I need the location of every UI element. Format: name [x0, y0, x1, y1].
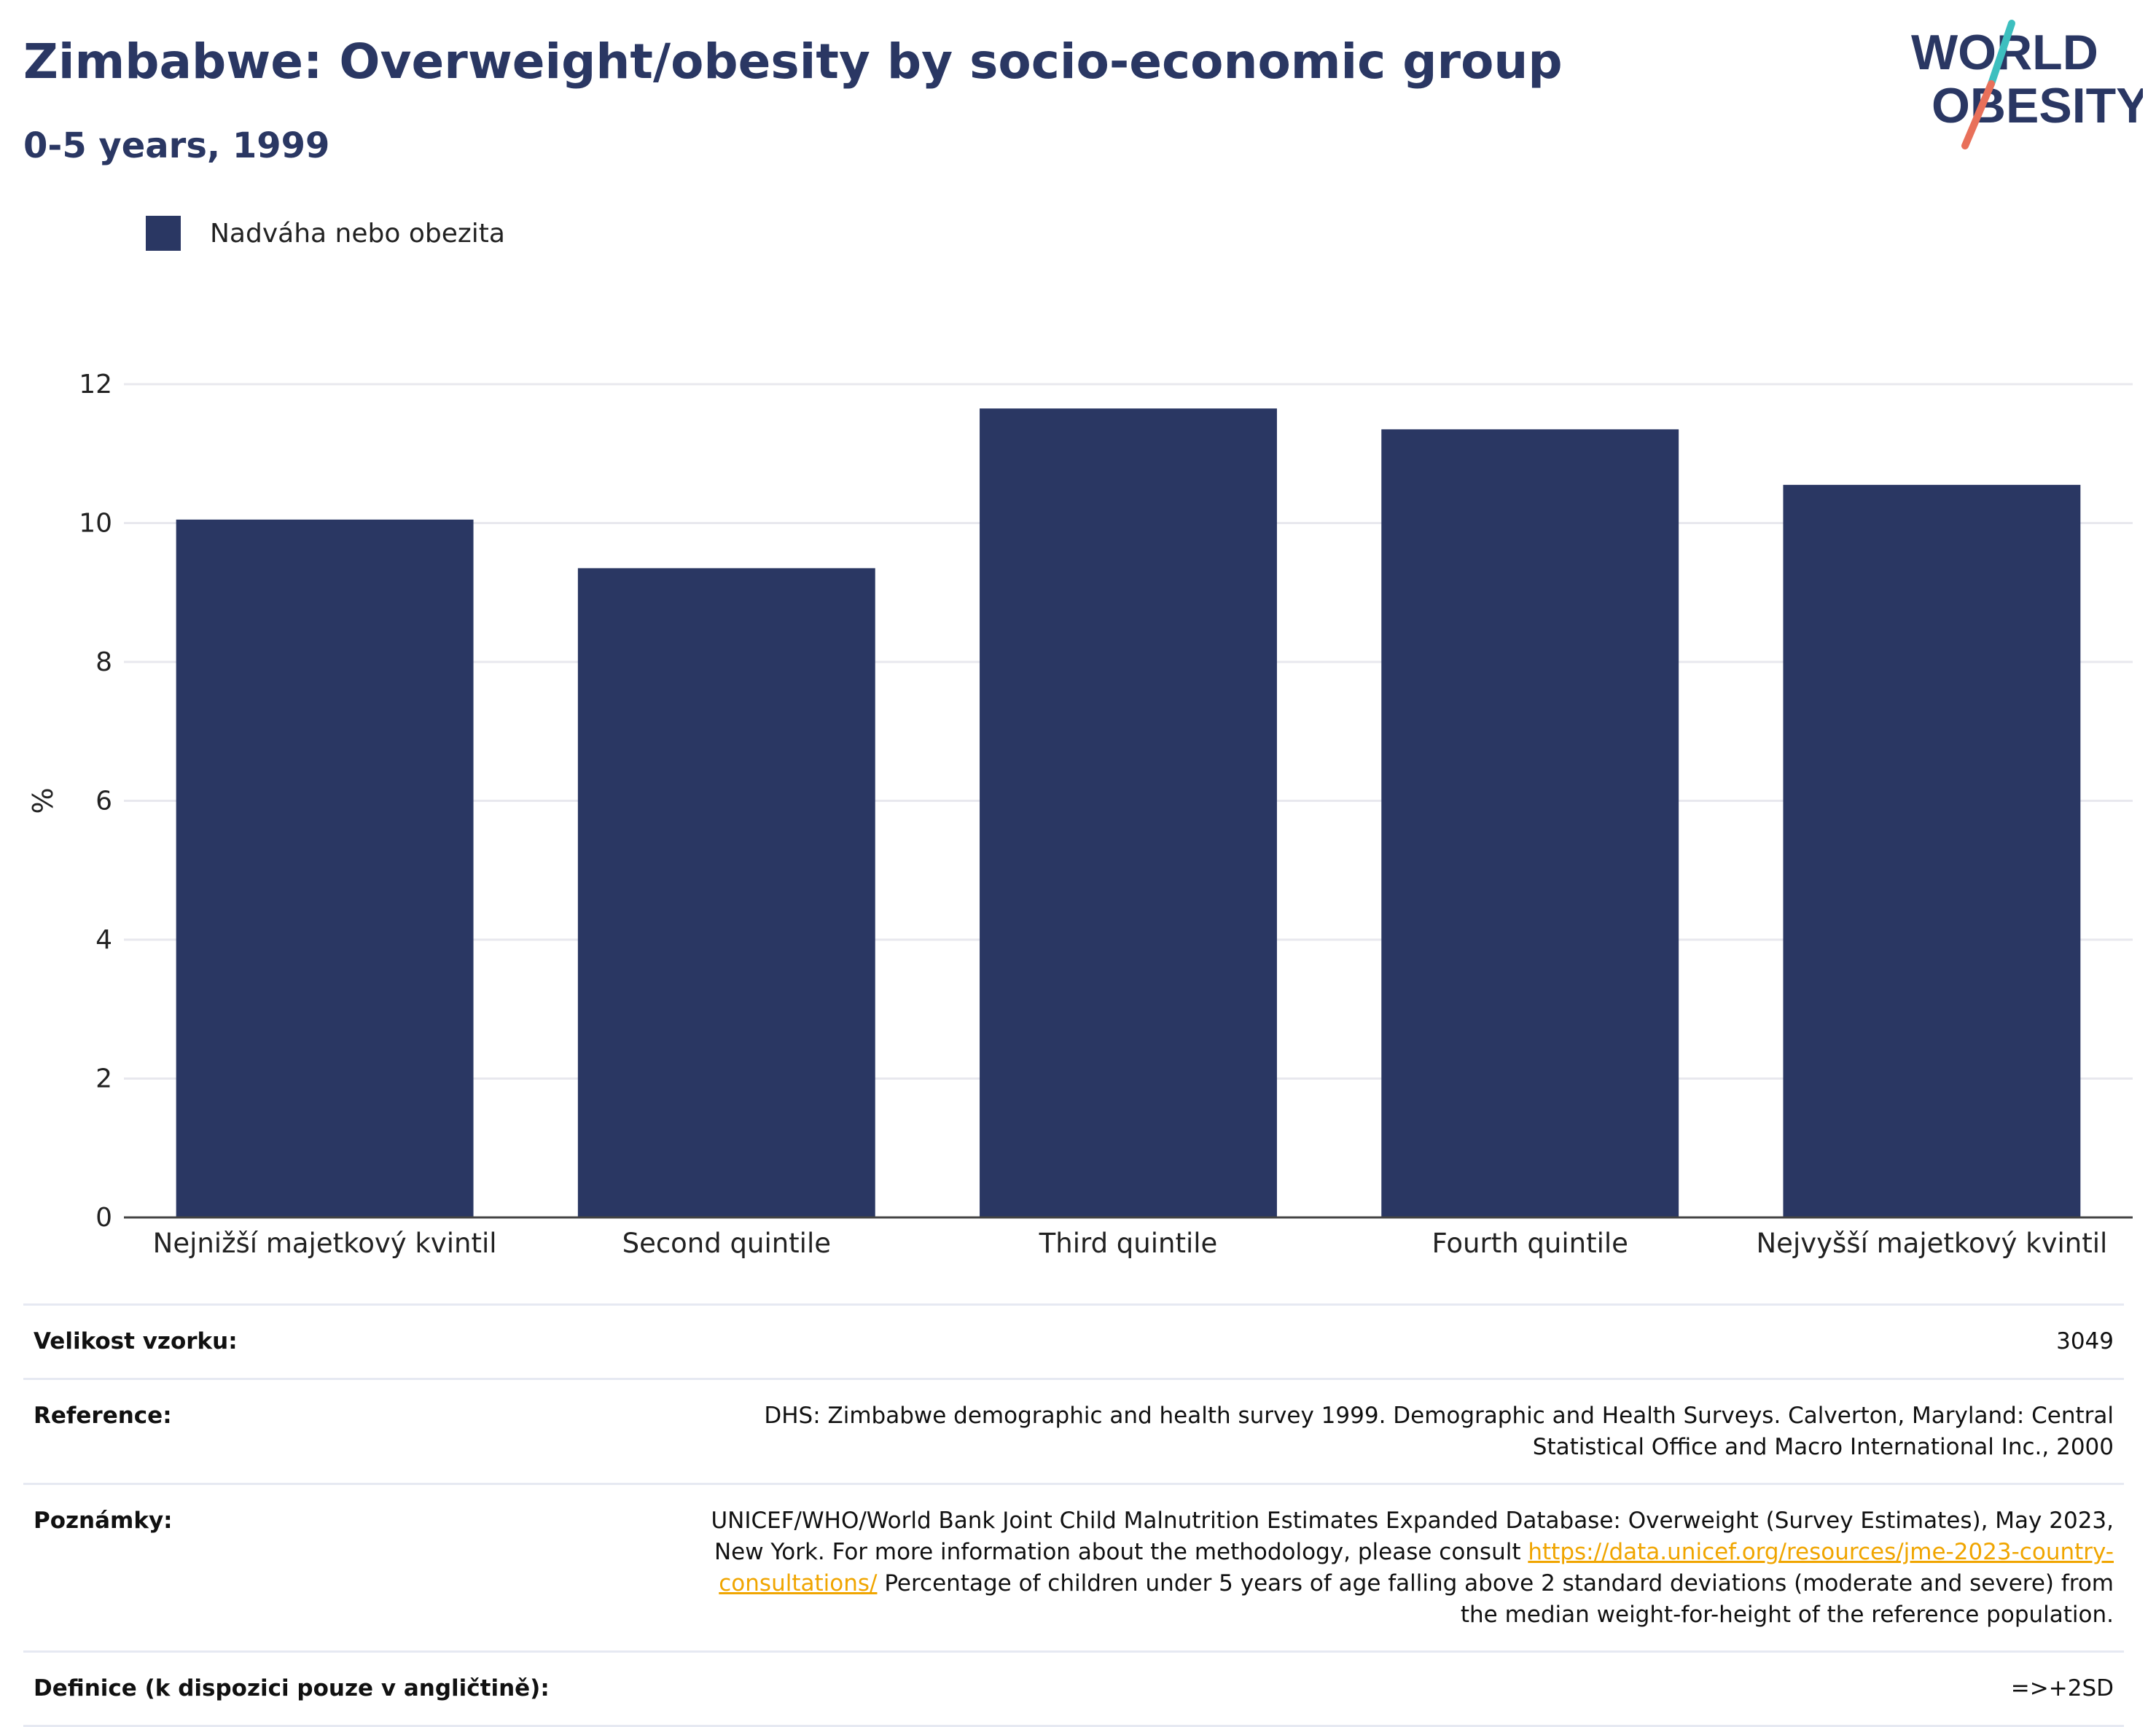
logo-text-obesity: OBESITY — [1932, 78, 2143, 133]
info-row-definition: Definice (k dispozici pouze v angličtině… — [23, 1651, 2124, 1726]
methodology-link[interactable]: https://data.unicef.org/resources/jme-20… — [719, 1539, 2114, 1597]
x-category-label: Nejnižší majetkový kvintil — [153, 1228, 497, 1259]
legend-swatch — [146, 216, 181, 251]
chart-title: Zimbabwe: Overweight/obesity by socio-ec… — [23, 34, 1563, 90]
legend-label: Nadváha nebo obezita — [210, 218, 505, 249]
notes-text: UNICEF/WHO/World Bank Joint Child Malnut… — [711, 1508, 2114, 1566]
legend[interactable]: Nadváha nebo obezita — [146, 216, 505, 251]
notes-label: Poznámky: — [34, 1508, 173, 1535]
x-category-label: Nejvyšší majetkový kvintil — [1757, 1228, 2108, 1259]
y-tick-label: 12 — [79, 370, 112, 399]
sample-size-value: 3049 — [2056, 1328, 2114, 1354]
bar-5[interactable] — [1783, 485, 2081, 1217]
y-tick-label: 0 — [95, 1203, 112, 1233]
y-tick-label: 6 — [95, 787, 112, 816]
bar-chart: 0 2 4 6 8 10 12 Nejnižší majetkový kvintil Secon… — [27, 370, 2133, 1259]
bar-4[interactable] — [1381, 429, 1679, 1217]
definition-label: Definice (k dispozici pouze v angličtině… — [34, 1675, 550, 1702]
notes-text-continued: Percentage of children under 5 years of … — [884, 1570, 2114, 1628]
y-axis-title: % — [27, 787, 59, 814]
y-tick-label: 4 — [95, 925, 112, 955]
info-table: Velikost vzorku: 3049 Reference: DHS: Zi… — [23, 1303, 2124, 1727]
world-obesity-logo: WORLD OBESITY — [1880, 15, 2143, 160]
x-category-label: Third quintile — [1039, 1228, 1218, 1259]
chart-subtitle: 0-5 years, 1999 — [23, 125, 330, 166]
info-row-sample: Velikost vzorku: 3049 — [23, 1304, 2124, 1379]
bars — [176, 408, 2081, 1217]
logo-slash-coral — [1961, 80, 1995, 149]
x-category-label: Second quintile — [622, 1228, 831, 1259]
reference-label: Reference: — [34, 1402, 172, 1429]
notes-value: UNICEF/WHO/World Bank Joint Child Malnut… — [700, 1484, 2124, 1652]
bar-2[interactable] — [577, 568, 875, 1217]
y-tick-label: 10 — [79, 509, 112, 539]
logo-slash-teal — [1988, 20, 2015, 87]
bar-1[interactable] — [176, 519, 474, 1217]
sample-size-label: Velikost vzorku: — [34, 1328, 238, 1354]
bar-3[interactable] — [980, 408, 1277, 1217]
info-row-notes: Poznámky: UNICEF/WHO/World Bank Joint Ch… — [23, 1484, 2124, 1652]
info-row-reference: Reference: DHS: Zimbabwe demographic and… — [23, 1379, 2124, 1484]
axis-labels: 0 2 4 6 8 10 12 Nejnižší majetkový kvintil Secon… — [27, 370, 2107, 1259]
x-category-label: Fourth quintile — [1432, 1228, 1628, 1259]
y-tick-label: 8 — [95, 647, 112, 677]
reference-value: DHS: Zimbabwe demographic and health sur… — [764, 1402, 2114, 1460]
y-tick-label: 2 — [95, 1064, 112, 1094]
definition-value: =>+2SD — [2010, 1675, 2114, 1702]
